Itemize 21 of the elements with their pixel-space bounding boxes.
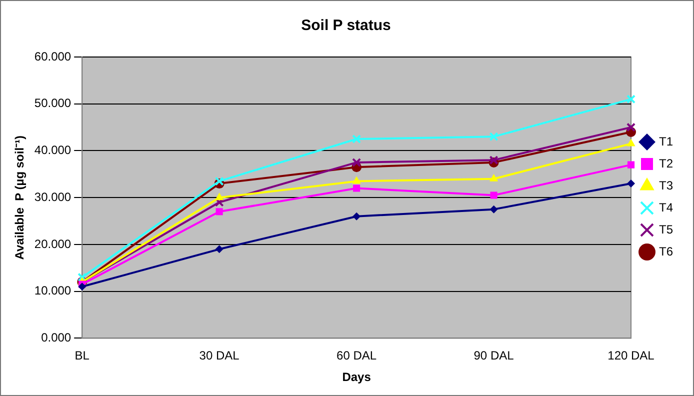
y-tick-label: 50.000: [34, 96, 72, 110]
x-tick-label: 90 DAL: [474, 348, 514, 363]
y-axis-title: Available P (µg soil⁻¹): [12, 135, 27, 260]
legend-label: T6: [658, 244, 674, 258]
x-axis-title: Days: [342, 370, 372, 384]
y-tick-label: 10.000: [34, 284, 72, 298]
legend-label: T3: [658, 178, 674, 192]
legend-label: T2: [658, 156, 674, 170]
x-tick-label: BL: [74, 348, 90, 363]
legend-label: T5: [658, 222, 674, 236]
x-tick-label: 120 DAL: [608, 348, 655, 363]
chart-title: Soil P status: [301, 17, 391, 34]
x-tick-label: 60 DAL: [336, 348, 377, 363]
y-tick-label: 20.000: [34, 236, 72, 251]
y-tick-label: 40.000: [34, 143, 72, 158]
legend-label: T4: [658, 200, 674, 214]
y-tick-label: 60.000: [34, 49, 72, 64]
x-tick-label: 30 DAL: [199, 348, 240, 363]
y-tick-label: 30.000: [34, 190, 72, 204]
legend-label: T1: [658, 134, 674, 148]
y-tick-label: 0.000: [41, 330, 72, 345]
